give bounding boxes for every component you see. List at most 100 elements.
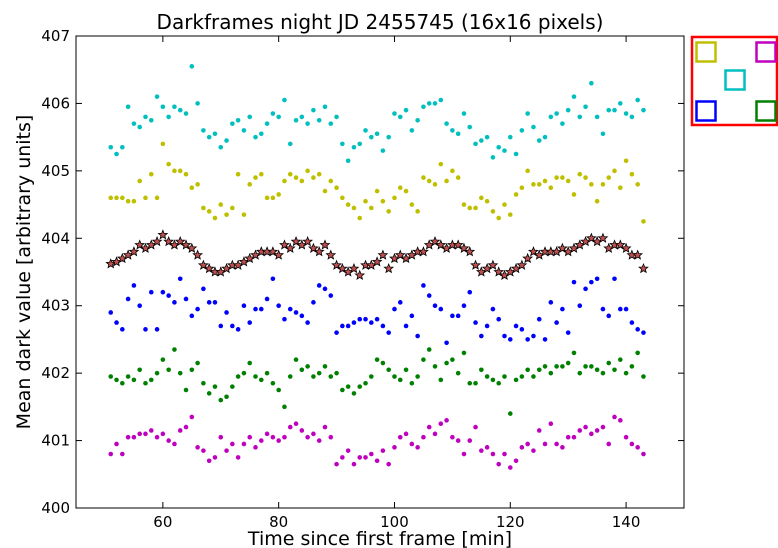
data-point — [467, 205, 473, 211]
data-point — [629, 320, 635, 325]
data-point — [253, 306, 258, 312]
data-point — [357, 215, 363, 221]
data-point — [548, 421, 554, 427]
data-point — [565, 434, 571, 440]
data-point — [470, 259, 481, 270]
data-point — [120, 380, 125, 386]
data-point — [351, 391, 357, 396]
data-point — [276, 192, 281, 197]
data-point — [641, 107, 646, 113]
data-point — [502, 451, 507, 457]
data-point — [484, 323, 490, 329]
data-point — [270, 380, 276, 386]
data-point — [351, 205, 357, 211]
data-point — [377, 249, 389, 260]
x-tick-label: 100 — [380, 513, 409, 531]
data-point — [299, 313, 305, 319]
data-point — [331, 259, 342, 270]
data-point — [380, 148, 386, 153]
data-point — [397, 300, 403, 305]
y-tick-label: 406 — [41, 94, 70, 112]
data-point — [316, 370, 322, 376]
data-point — [114, 441, 119, 447]
data-point — [282, 97, 287, 103]
data-point — [490, 209, 496, 214]
data-point — [183, 171, 189, 177]
data-point — [369, 134, 374, 140]
data-point — [519, 128, 525, 133]
data-point — [172, 441, 177, 447]
data-point — [507, 411, 513, 416]
data-point — [357, 316, 363, 322]
legend-box — [690, 35, 778, 127]
data-point — [125, 104, 131, 110]
data-point — [357, 384, 363, 389]
data-point — [305, 434, 310, 440]
data-point — [461, 202, 467, 207]
data-point — [618, 306, 623, 312]
data-point — [114, 320, 119, 325]
data-point — [371, 256, 383, 267]
data-point — [493, 266, 505, 277]
data-point — [519, 374, 525, 379]
data-point — [340, 455, 345, 460]
data-point — [583, 175, 588, 180]
data-point — [151, 235, 163, 247]
x-tick-label: 120 — [496, 513, 525, 531]
data-point — [340, 323, 345, 329]
data-point — [554, 441, 559, 447]
data-point — [531, 448, 536, 453]
data-point — [305, 121, 310, 126]
data-point — [345, 323, 351, 329]
data-point — [351, 461, 357, 467]
data-point — [137, 124, 142, 130]
data-point — [125, 434, 131, 440]
data-point — [195, 101, 200, 106]
data-point — [629, 171, 635, 177]
data-point — [542, 364, 548, 369]
data-point — [415, 445, 420, 450]
data-point — [143, 431, 148, 437]
data-point — [542, 441, 548, 447]
data-point — [148, 171, 154, 177]
data-point — [554, 320, 559, 325]
data-point — [177, 428, 183, 433]
data-point — [438, 421, 444, 427]
data-point — [641, 219, 646, 224]
data-point — [409, 128, 415, 133]
data-point — [189, 313, 195, 319]
data-point — [438, 377, 444, 383]
data-point — [108, 310, 114, 315]
data-point — [554, 175, 559, 180]
data-point — [502, 202, 507, 207]
data-point — [293, 117, 299, 123]
data-point — [392, 445, 397, 450]
data-point — [354, 269, 366, 280]
data-point — [455, 313, 461, 319]
data-point — [397, 185, 403, 191]
data-point — [426, 424, 432, 430]
data-point — [128, 246, 140, 257]
data-point — [305, 320, 310, 325]
data-point — [148, 428, 154, 433]
data-point — [403, 107, 409, 113]
data-point — [620, 242, 632, 254]
data-point — [467, 438, 473, 443]
data-point — [172, 300, 177, 305]
data-point — [438, 161, 444, 167]
data-point — [340, 387, 345, 393]
data-point — [197, 259, 209, 270]
data-point — [392, 306, 397, 312]
data-point — [224, 448, 229, 453]
data-point — [166, 367, 171, 373]
series-4 — [108, 347, 646, 416]
data-point — [513, 458, 519, 464]
data-point — [548, 114, 554, 120]
data-point — [571, 434, 577, 440]
data-point — [380, 323, 386, 329]
data-point — [334, 370, 339, 376]
data-point — [363, 455, 368, 460]
data-point — [328, 293, 334, 298]
x-tick-label: 140 — [612, 513, 641, 531]
data-point — [577, 370, 583, 376]
